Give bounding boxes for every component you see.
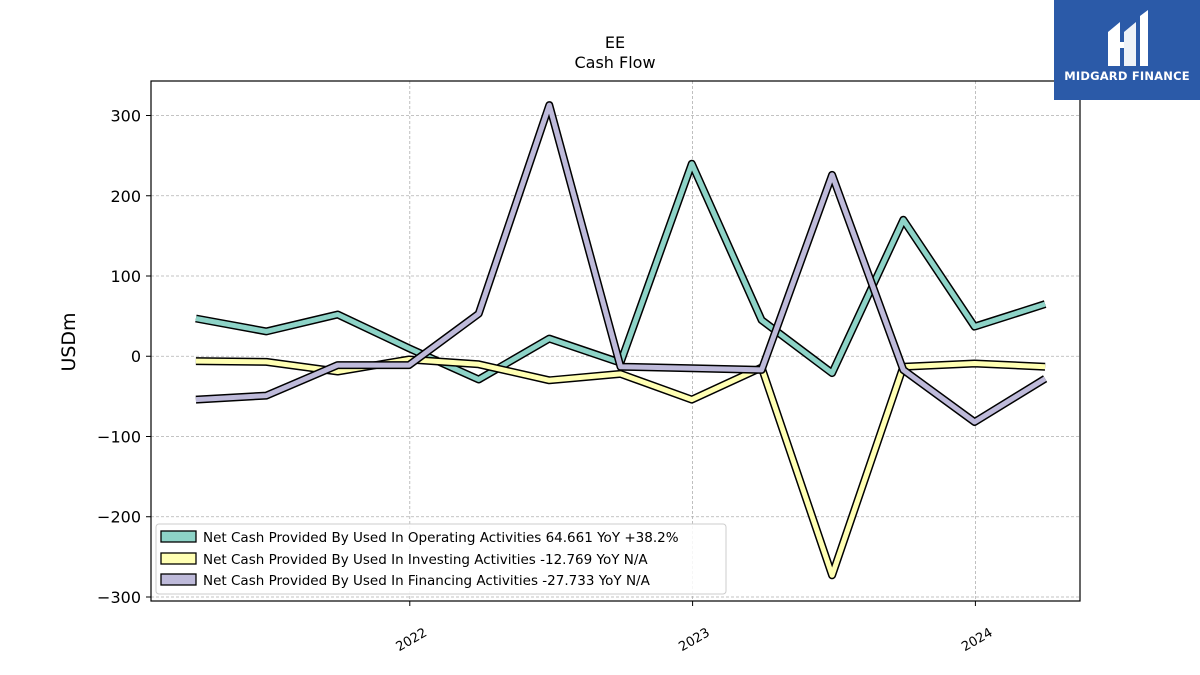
y-tick-label: −300 (97, 588, 141, 607)
y-tick-label: 0 (131, 347, 141, 366)
legend-swatch-investing (160, 552, 197, 565)
y-tick-label: −200 (97, 508, 141, 527)
y-tick-label: 300 (110, 107, 141, 126)
y-axis: 300 200 100 0 −100 −200 −300 (97, 107, 151, 607)
legend-entry-operating: Net Cash Provided By Used In Operating A… (160, 530, 679, 546)
x-tick-label: 2024 (959, 625, 995, 655)
midgard-finance-logo: MIDGARD FINANCE (1054, 0, 1200, 100)
series-financing (195, 101, 1048, 426)
y-tick-label: 200 (110, 187, 141, 206)
logo-mark-icon (1108, 10, 1148, 66)
legend-label-operating: Net Cash Provided By Used In Operating A… (203, 530, 679, 546)
x-tick-label: 2023 (676, 625, 712, 655)
legend-label-investing: Net Cash Provided By Used In Investing A… (203, 552, 648, 568)
chart-subtitle: Cash Flow (574, 53, 655, 72)
legend-label-financing: Net Cash Provided By Used In Financing A… (203, 573, 651, 589)
x-axis: 2022 2023 2024 (394, 601, 995, 655)
legend-entry-investing: Net Cash Provided By Used In Investing A… (160, 552, 648, 568)
legend: Net Cash Provided By Used In Operating A… (155, 523, 727, 595)
legend-entry-financing: Net Cash Provided By Used In Financing A… (160, 573, 651, 589)
legend-swatch-financing (160, 573, 197, 586)
series-line (195, 102, 1047, 425)
legend-box (155, 523, 727, 595)
legend-swatch-operating (160, 530, 197, 543)
plot-frame (150, 80, 1081, 602)
y-tick-label: −100 (97, 427, 141, 446)
series-layer (195, 101, 1048, 580)
chart-title: EE (605, 33, 625, 52)
logo-text: MIDGARD FINANCE (1064, 69, 1190, 83)
y-axis-label: USDm (58, 312, 80, 371)
x-tick-label: 2022 (394, 625, 430, 655)
y-tick-label: 100 (110, 267, 141, 286)
